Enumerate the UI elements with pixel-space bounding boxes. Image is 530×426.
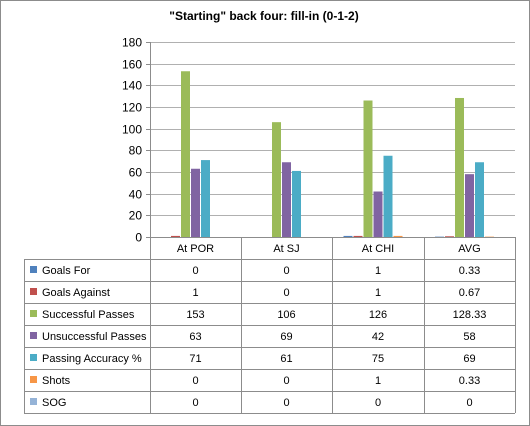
y-tick-label: 120 (122, 101, 142, 115)
series-label: Goals Against (42, 287, 110, 299)
y-tick-label: 20 (129, 209, 143, 223)
data-cell: 75 (372, 353, 384, 365)
legend-key (30, 398, 37, 405)
y-tick-label: 140 (122, 79, 142, 93)
data-cell: 58 (463, 331, 475, 343)
y-tick-label: 40 (129, 188, 143, 202)
y-tick-label: 0 (135, 231, 142, 245)
data-cell: 0 (192, 265, 198, 277)
data-cell: 0 (283, 265, 289, 277)
data-cell: 1 (375, 375, 381, 387)
legend-key (30, 266, 37, 273)
data-cell: 153 (186, 309, 204, 321)
bar (383, 155, 393, 237)
bar (353, 235, 363, 237)
series-label: Shots (42, 375, 71, 387)
bar (373, 191, 383, 237)
y-tick-label: 160 (122, 58, 142, 72)
data-cell: 0.33 (459, 265, 480, 277)
bar (445, 236, 454, 237)
data-cell: 0.33 (459, 375, 480, 387)
bar (181, 71, 190, 237)
legend-key (30, 376, 37, 383)
data-cell: 1 (192, 287, 198, 299)
data-cell: 0 (466, 397, 472, 409)
series-label: Successful Passes (42, 309, 135, 321)
data-cell: 42 (372, 331, 384, 343)
data-cell: 69 (280, 331, 292, 343)
data-cell: 1 (375, 287, 381, 299)
legend-key (30, 310, 37, 317)
data-cell: 106 (277, 309, 295, 321)
data-cell: 126 (369, 309, 387, 321)
bar (201, 160, 210, 237)
data-cell: 0 (283, 397, 289, 409)
legend-key (30, 288, 37, 295)
data-cell: 69 (463, 353, 475, 365)
series-label: Goals For (42, 265, 91, 277)
bar (455, 97, 464, 237)
data-cell: 0 (192, 375, 198, 387)
data-cell: 63 (189, 331, 201, 343)
chart-title: "Starting" back four: fill-in (0-1-2) (169, 9, 359, 23)
data-cell: 0 (283, 375, 289, 387)
bar (272, 122, 281, 237)
data-cell: 0 (192, 397, 198, 409)
data-cell: 71 (189, 353, 201, 365)
y-tick-label: 80 (129, 144, 143, 158)
legend-key (30, 354, 37, 361)
y-tick-label: 100 (122, 123, 142, 137)
bar (475, 162, 484, 237)
y-tick-label: 60 (129, 166, 143, 180)
bar (393, 235, 403, 237)
series-label: Unsuccessful Passes (42, 331, 147, 343)
bar (282, 162, 291, 237)
bar (191, 168, 200, 237)
x-tick-label: AVG (458, 243, 480, 255)
bar (171, 235, 180, 237)
data-cell: 128.33 (453, 309, 487, 321)
series-label: Passing Accuracy % (42, 353, 142, 365)
bar (343, 235, 353, 237)
x-tick-label: At POR (177, 243, 214, 255)
bar (292, 170, 301, 237)
legend-key (30, 332, 37, 339)
bar (363, 100, 373, 237)
data-cell: 0.67 (459, 287, 480, 299)
series-label: SOG (42, 397, 66, 409)
y-tick-label: 180 (122, 36, 142, 50)
x-tick-label: At CHI (362, 243, 394, 255)
data-cell: 1 (375, 265, 381, 277)
data-cell: 0 (283, 287, 289, 299)
bar (465, 174, 474, 237)
data-cell: 0 (375, 397, 381, 409)
data-cell: 61 (280, 353, 292, 365)
x-tick-label: At SJ (273, 243, 299, 255)
